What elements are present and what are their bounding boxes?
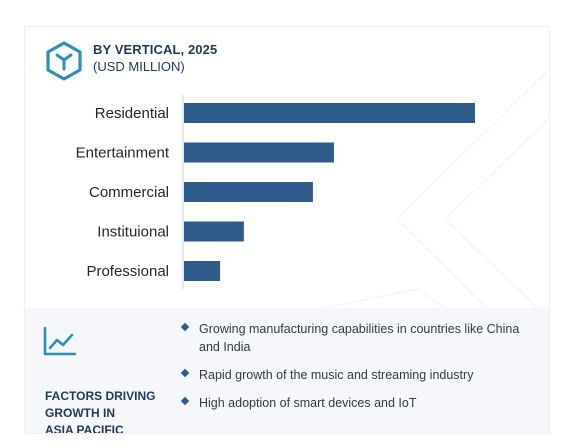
category-label: Instituional	[97, 224, 169, 241]
bar-residential	[184, 103, 475, 123]
bar-instituional	[184, 221, 244, 242]
chart-title: BY VERTICAL, 2025	[93, 42, 218, 57]
chart-subtitle: (USD MILLION)	[93, 59, 185, 74]
bar-entertainment	[184, 142, 334, 163]
category-label: Professional	[86, 263, 169, 280]
factors-panel: FACTORS DRIVING GROWTH IN ASIA PACIFIC G…	[25, 308, 549, 434]
category-label: Entertainment	[76, 145, 170, 162]
diamond-bullet-icon	[180, 396, 190, 406]
factors-title: FACTORS DRIVING GROWTH IN ASIA PACIFIC	[45, 389, 156, 434]
factor-item: Rapid growth of the music and streaming …	[180, 366, 542, 384]
bar-chart: Residential Entertainment Commercial Instit…	[76, 95, 475, 289]
factor-item: High adoption of smart devices and IoT	[180, 394, 542, 412]
bar-commercial	[184, 182, 313, 202]
factor-text: Growing manufacturing capabilities in co…	[199, 322, 520, 354]
bar-professional	[184, 261, 221, 281]
factor-item: Growing manufacturing capabilities in co…	[180, 320, 542, 356]
cube-hexagon-icon	[46, 41, 82, 81]
factor-text: High adoption of smart devices and IoT	[199, 396, 417, 410]
diamond-bullet-icon	[180, 368, 190, 378]
category-label: Commercial	[89, 184, 169, 201]
factor-text: Rapid growth of the music and streaming …	[199, 368, 474, 382]
category-label: Residential	[95, 105, 169, 122]
diamond-bullet-icon	[180, 322, 190, 332]
chart-card: BY VERTICAL, 2025 (USD MILLION) Resident…	[24, 26, 550, 434]
factors-list: Growing manufacturing capabilities in co…	[180, 320, 542, 422]
trend-chart-icon	[43, 326, 77, 356]
